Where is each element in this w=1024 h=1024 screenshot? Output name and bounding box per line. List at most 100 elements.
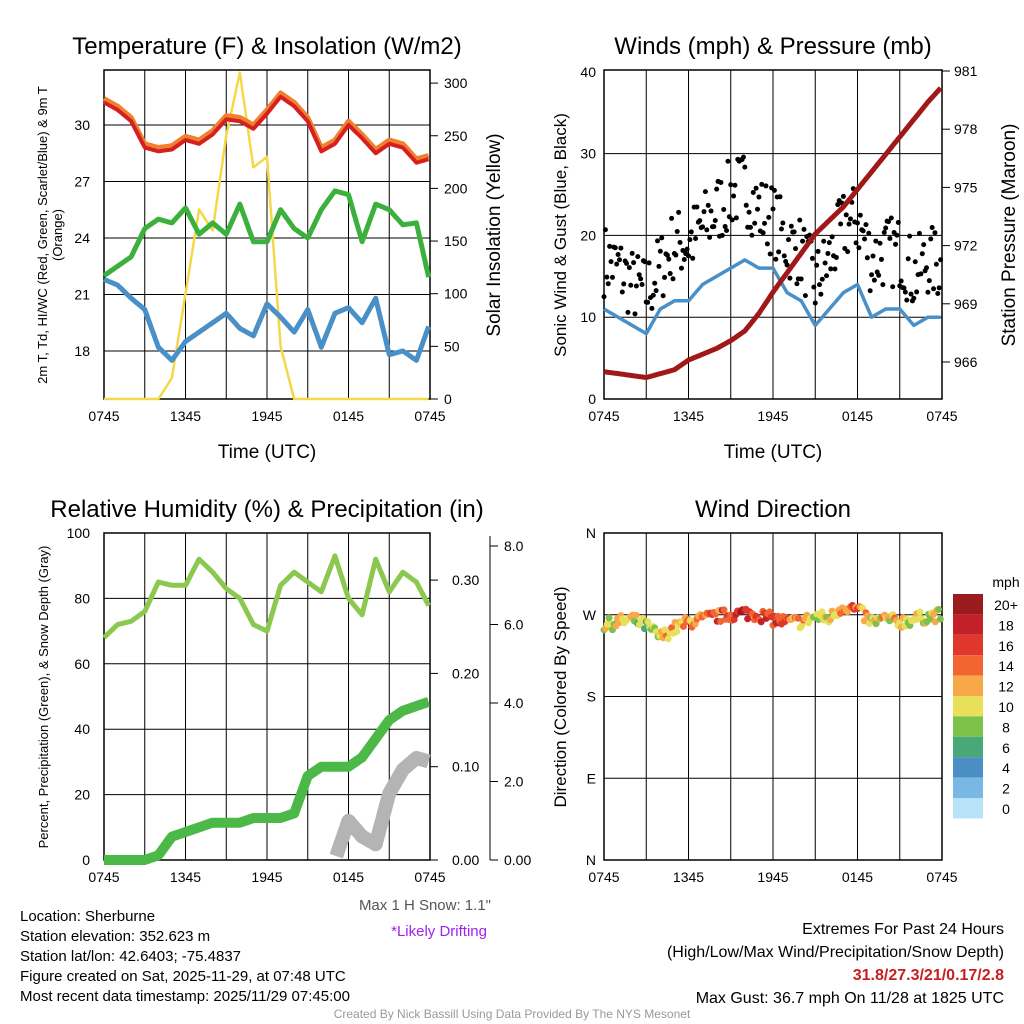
- legend-label: 18: [998, 617, 1014, 633]
- gust-point: [615, 252, 621, 258]
- t2m-line: [103, 94, 430, 165]
- wind-xtick: 0145: [842, 408, 873, 424]
- gust-point: [678, 265, 684, 271]
- gust-point: [705, 202, 711, 208]
- gust-point: [881, 229, 887, 235]
- dir-ytick: N: [586, 852, 596, 868]
- gust-point: [656, 263, 662, 269]
- extremes-title: Extremes For Past 24 Hours: [802, 921, 1004, 938]
- precip-ytick: 0.20: [452, 665, 479, 681]
- gust-point: [791, 229, 797, 235]
- legend-label: 8: [1002, 719, 1010, 735]
- wind-ytick: 40: [580, 64, 596, 80]
- gust-point: [809, 255, 815, 261]
- gust-point: [870, 253, 876, 259]
- gust-point: [687, 237, 693, 243]
- gust-point: [752, 220, 758, 226]
- legend-swatch: [953, 614, 983, 635]
- gust-point: [666, 256, 672, 262]
- wind-ylabel: Sonic Wind & Gust (Blue, Black): [551, 113, 570, 357]
- gust-point: [719, 232, 725, 238]
- gust-point: [924, 265, 930, 271]
- dir-xtick: 1945: [757, 869, 788, 885]
- gust-point: [916, 230, 922, 236]
- gust-point: [862, 236, 868, 242]
- gust-point: [670, 276, 676, 282]
- gust-point: [690, 255, 696, 261]
- legend-swatch: [953, 675, 983, 696]
- direction-point: [935, 605, 943, 613]
- rh-xtick: 0145: [333, 869, 364, 885]
- rh-ytick: 20: [74, 787, 90, 803]
- gust-point: [887, 235, 893, 241]
- gust-point: [873, 238, 879, 244]
- gust-point: [919, 251, 925, 257]
- gust-point: [607, 243, 613, 249]
- gust-point: [847, 216, 853, 222]
- legend-label: 6: [1002, 740, 1010, 756]
- gust-point: [639, 282, 645, 288]
- gust-point: [740, 154, 746, 160]
- gust-point: [885, 219, 891, 225]
- gust-point: [821, 238, 827, 244]
- snow-ytick: 6.0: [504, 617, 524, 633]
- gust-point: [621, 281, 627, 287]
- gust-point: [907, 233, 913, 239]
- gust-point: [604, 274, 610, 280]
- wind-title: Winds (mph) & Pressure (mb): [614, 33, 931, 60]
- extremes-values: 31.8/27.3/21/0.17/2.8: [852, 967, 1004, 984]
- gust-point: [732, 182, 738, 188]
- direction-point: [673, 627, 681, 635]
- gust-point: [729, 217, 735, 223]
- direction-point: [668, 624, 676, 632]
- gust-point: [911, 295, 917, 301]
- gust-point: [832, 266, 838, 272]
- gust-point: [776, 249, 782, 255]
- gust-point: [918, 271, 924, 277]
- wind-xlabel: Time (UTC): [724, 442, 823, 463]
- gust-point: [770, 206, 776, 212]
- gust-point: [694, 204, 700, 210]
- rh-xtick: 1345: [170, 869, 201, 885]
- legend-label: 0: [1002, 801, 1010, 817]
- gust-point: [731, 193, 737, 199]
- legend-swatch: [953, 777, 983, 798]
- gust-point: [895, 219, 901, 225]
- gust-point: [863, 222, 869, 228]
- gust-point: [781, 253, 787, 259]
- legend-swatch: [953, 736, 983, 758]
- dir-ytick: E: [587, 770, 596, 786]
- gust-point: [877, 240, 883, 246]
- solar-ytick: 200: [444, 180, 468, 196]
- gust-point: [609, 274, 615, 280]
- temp-xtick: 0145: [333, 408, 364, 424]
- gust-point: [602, 227, 608, 233]
- gust-point: [760, 230, 766, 236]
- gust-point: [728, 182, 734, 188]
- temp-xtick: 1345: [170, 408, 201, 424]
- gust-point: [660, 293, 666, 299]
- legend-label: 2: [1002, 781, 1010, 797]
- gust-point: [933, 261, 939, 267]
- gust-point: [802, 293, 808, 299]
- gust-point: [853, 240, 859, 246]
- gust-point: [676, 209, 682, 215]
- temp-title: Temperature (F) & Insolation (W/m2): [72, 33, 461, 60]
- credit: Created By Nick Bassill Using Data Provi…: [333, 1007, 691, 1021]
- gust-point: [888, 215, 894, 221]
- gust-point: [624, 260, 630, 266]
- snow-line: [329, 751, 435, 860]
- dir-ytick: S: [587, 689, 596, 705]
- gust-point: [747, 224, 753, 230]
- gust-point: [797, 217, 803, 223]
- gust-point: [855, 220, 860, 226]
- direction-point: [798, 622, 806, 630]
- temp-xlabel: Time (UTC): [218, 442, 317, 463]
- pressure-ytick: 981: [954, 63, 978, 79]
- legend-label: 4: [1002, 760, 1010, 776]
- gust-point: [767, 251, 773, 257]
- legend-label: 20+: [994, 597, 1018, 613]
- wind-xtick: 0745: [926, 408, 957, 424]
- temp-ytick: 30: [74, 117, 90, 133]
- dir-title: Wind Direction: [695, 496, 851, 523]
